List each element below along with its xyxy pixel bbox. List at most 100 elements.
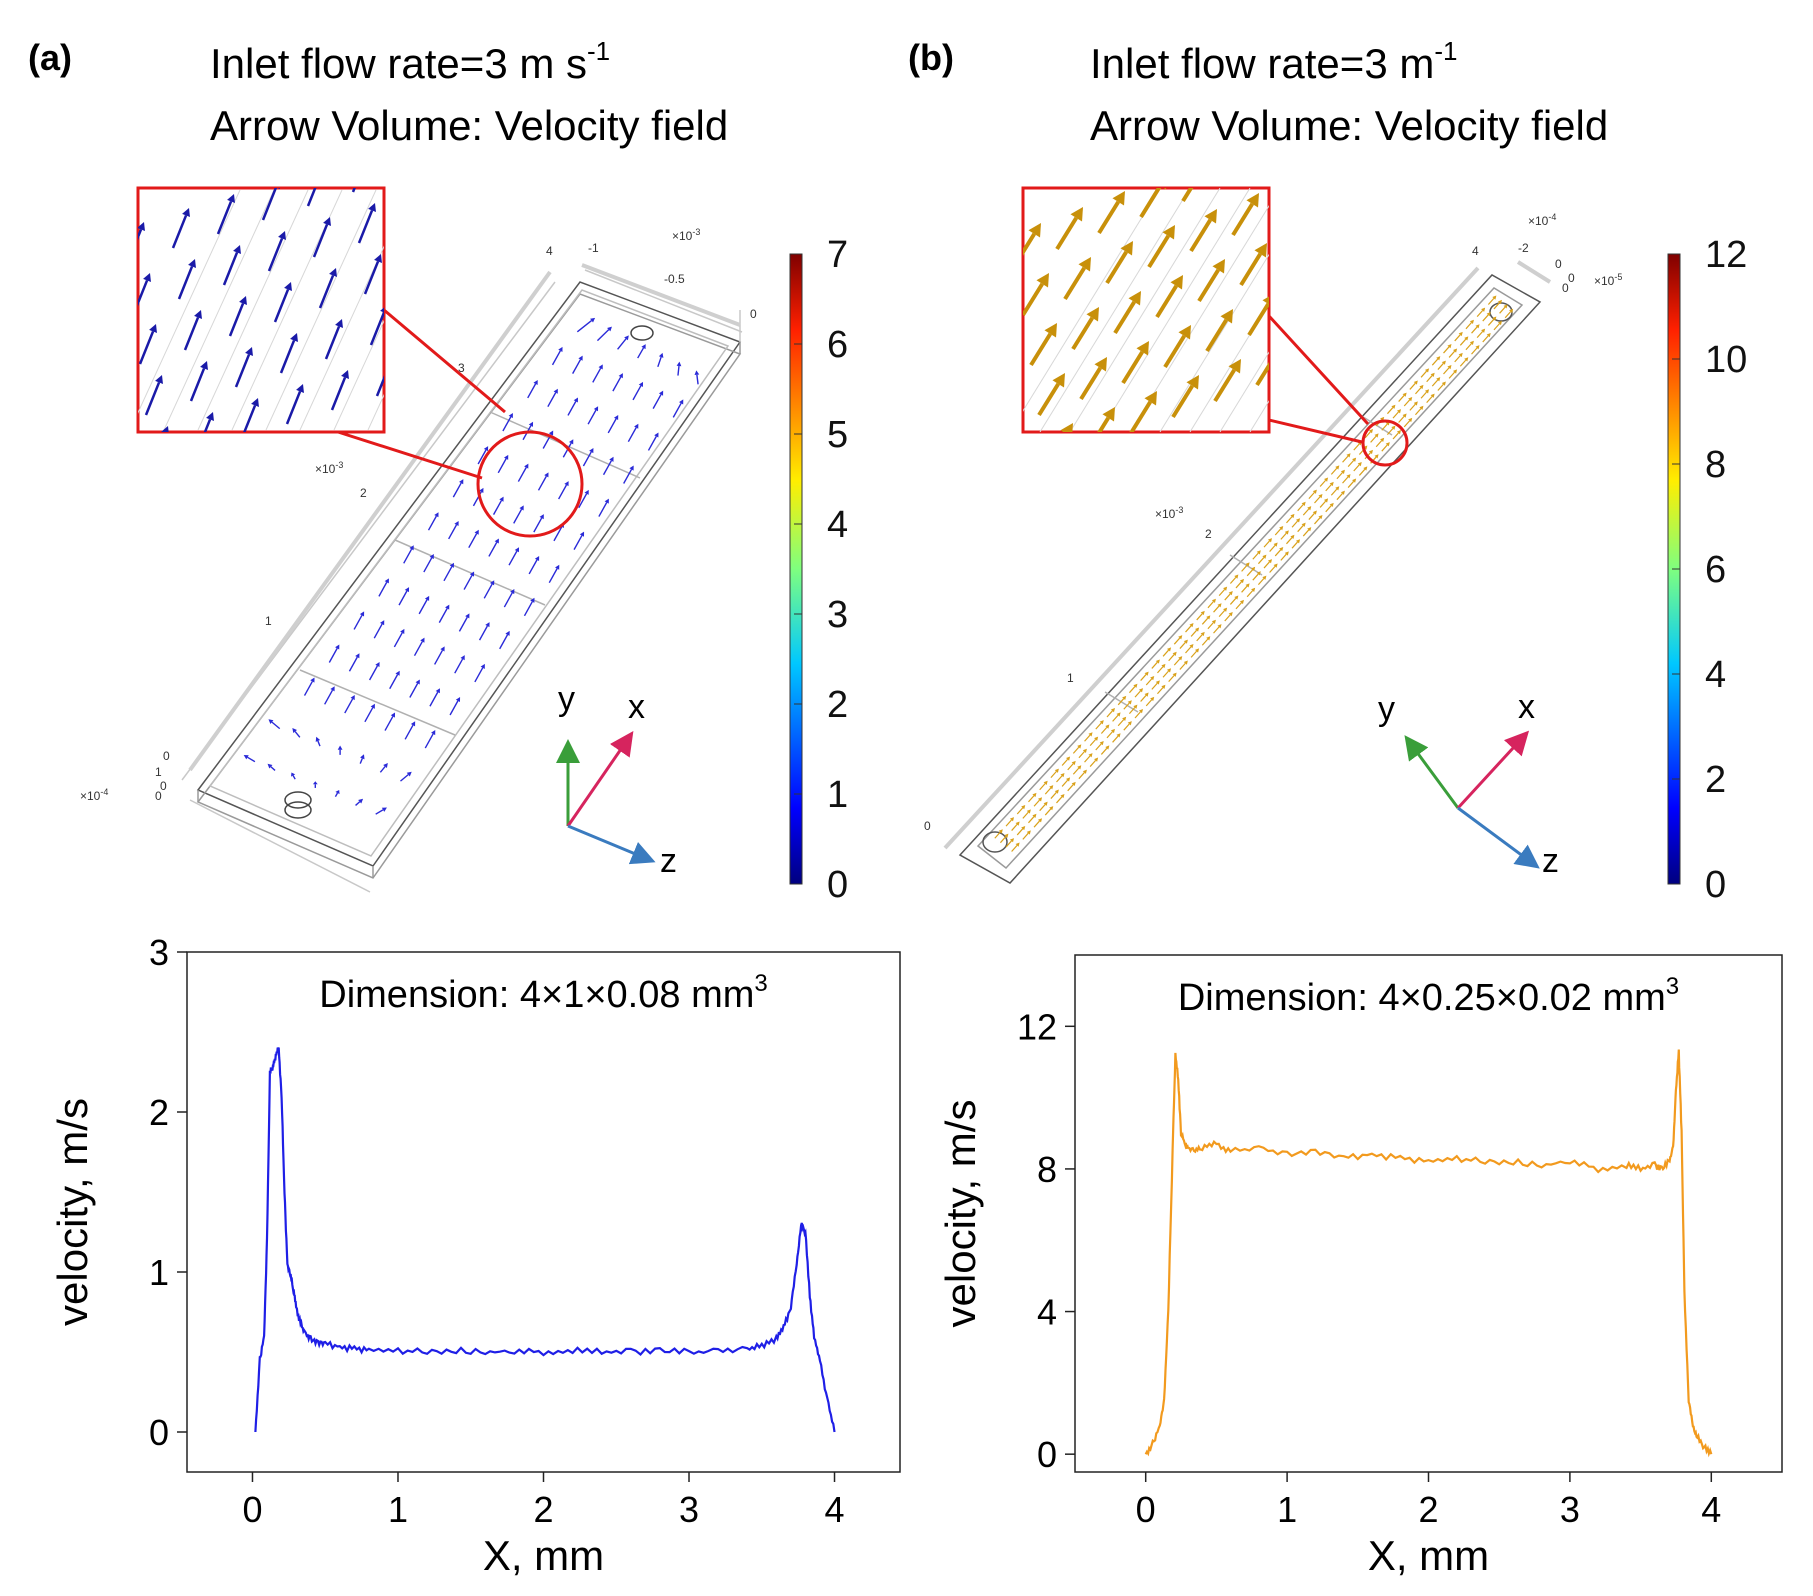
velocity-arrow-head <box>268 719 274 724</box>
velocity-arrow <box>1061 758 1069 766</box>
velocity-arrow-head <box>460 655 465 661</box>
velocity-arrow-head <box>1441 360 1446 365</box>
velocity-arrow <box>418 599 428 615</box>
velocity-arrow-head <box>1447 364 1452 370</box>
zoom-gridline <box>265 189 377 431</box>
zoom-arrow-head <box>1204 209 1217 224</box>
velocity-arrow <box>1207 622 1214 630</box>
velocity-arrow-head <box>243 755 249 760</box>
velocity-arrow <box>553 526 563 542</box>
velocity-arrow <box>1033 820 1040 828</box>
velocity-arrow-head <box>1066 777 1071 782</box>
velocity-arrow-head <box>590 317 596 323</box>
colorbar: 0 1 2 3 4 5 6 7 <box>789 234 848 906</box>
velocity-arrow <box>1392 411 1399 419</box>
zoom-arrow-head <box>1228 359 1241 374</box>
velocity-arrow <box>1504 311 1512 319</box>
velocity-arrow <box>468 533 478 549</box>
velocity-arrow <box>1314 496 1321 504</box>
zoom-arrow-head <box>1078 257 1091 272</box>
velocity-arrow-head <box>1127 721 1132 726</box>
velocity-arrow <box>1162 670 1169 678</box>
velocity-arrow <box>389 674 399 690</box>
zoom-gridline <box>299 245 384 431</box>
velocity-arrow-head <box>1217 603 1222 608</box>
zoom-arrow-head <box>1220 309 1233 324</box>
velocity-arrow <box>1140 694 1147 702</box>
velocity-arrow-head <box>1419 405 1424 410</box>
x-axis-label: X, mm <box>483 1532 604 1579</box>
velocity-arrow <box>1100 726 1108 734</box>
zoom-arrow-head <box>143 273 151 283</box>
velocity-arrow-head <box>1105 724 1110 729</box>
velocity-arrow <box>1056 775 1063 783</box>
velocity-arrow-head <box>409 545 414 551</box>
zoom-arrow <box>318 274 335 309</box>
x-tick-label: 2 <box>1418 1489 1438 1530</box>
velocity-arrow <box>1487 318 1495 326</box>
velocity-arrow <box>292 775 296 780</box>
velocity-arrow <box>1280 553 1287 561</box>
velocity-arrow <box>1016 807 1024 815</box>
velocity-arrow-head <box>1267 559 1273 564</box>
zoom-arrow <box>1139 188 1162 219</box>
velocity-arrow <box>1330 467 1338 475</box>
zoom-arrow <box>324 325 341 360</box>
velocity-arrow <box>1308 492 1315 500</box>
velocity-arrow-head <box>1015 821 1020 826</box>
velocity-arrow-head <box>1385 442 1390 447</box>
velocity-arrow <box>1398 415 1405 423</box>
velocity-arrow-head <box>1026 809 1031 814</box>
velocity-arrow <box>607 418 617 434</box>
velocity-arrow-head <box>1458 352 1463 358</box>
velocity-arrow-head <box>1239 599 1244 605</box>
zoom-arrow <box>1213 368 1236 403</box>
velocity-arrow-head <box>1150 696 1155 702</box>
velocity-arrow <box>1128 686 1136 694</box>
svg-text:0: 0 <box>1562 281 1569 295</box>
zoom-arrow-head <box>161 426 169 432</box>
velocity-arrow <box>443 566 453 582</box>
velocity-arrow <box>448 524 458 540</box>
velocity-arrow-head <box>1458 331 1463 337</box>
velocity-arrow-head <box>1172 672 1177 677</box>
velocity-arrow <box>454 658 464 674</box>
velocity-arrow <box>1123 723 1130 731</box>
velocity-arrow <box>657 356 662 368</box>
velocity-arrow-head <box>1509 308 1514 313</box>
velocity-arrow <box>1347 481 1355 488</box>
velocity-arrow-head <box>1088 753 1093 758</box>
velocity-arrow <box>1398 395 1405 402</box>
x-axis-label: X, mm <box>1368 1532 1489 1579</box>
velocity-arrow-head <box>503 454 509 460</box>
velocity-arrow-head <box>1318 514 1323 520</box>
velocity-arrow-head <box>1183 639 1188 644</box>
zoom-arrow-head <box>284 282 292 292</box>
velocity-arrow <box>1145 678 1153 686</box>
velocity-arrow <box>596 329 610 342</box>
velocity-arrow <box>547 392 557 408</box>
velocity-arrow-head <box>1082 769 1087 774</box>
axis-label-y: y <box>1378 690 1395 728</box>
zoom-arrow <box>152 433 165 466</box>
velocity-arrow-head <box>1436 377 1441 382</box>
velocity-arrow-head <box>1138 709 1144 714</box>
axis-label-y: y <box>558 680 575 718</box>
velocity-arrow-head <box>1037 797 1043 802</box>
colorbar-tick-label: 0 <box>1705 864 1726 906</box>
velocity-arrow <box>1414 408 1422 416</box>
colorbar-tick-label: 6 <box>827 324 848 366</box>
velocity-arrow <box>523 601 533 617</box>
zoom-arrow-head <box>1120 241 1133 256</box>
velocity-arrow <box>1112 714 1119 722</box>
panel-label: (b) <box>908 37 954 78</box>
velocity-arrow-head <box>1150 675 1155 681</box>
velocity-arrow-head <box>1043 801 1048 806</box>
velocity-arrow <box>503 592 513 608</box>
velocity-arrow <box>1325 484 1332 492</box>
velocity-arrow-head <box>609 456 614 462</box>
velocity-arrow <box>1112 735 1119 743</box>
zoom-arrow-head <box>1212 259 1225 274</box>
velocity-arrow <box>627 427 637 443</box>
